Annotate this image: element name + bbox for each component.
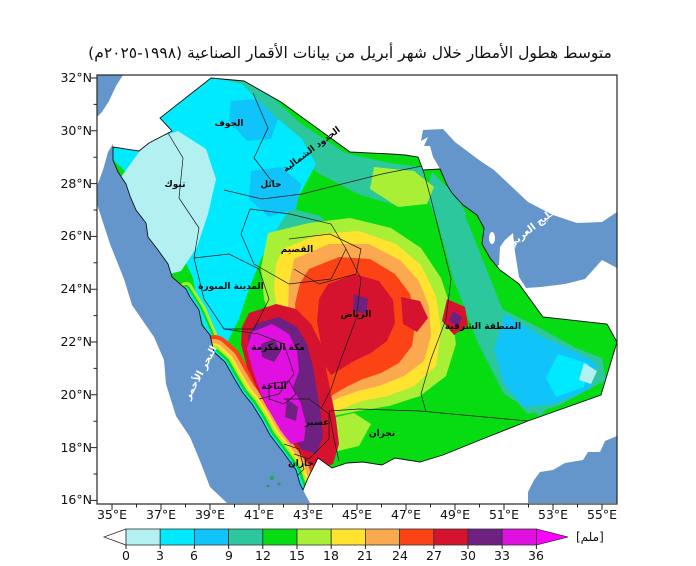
zone-purple-core-2: [285, 399, 298, 421]
colorbar-tick-label: 30: [460, 548, 476, 563]
y-tick-label: 30°N: [60, 123, 92, 138]
region-label-asir: عسير: [304, 418, 330, 428]
region-label-tabuk: تبوك: [164, 180, 186, 190]
colorbar-tick-label: 18: [323, 548, 339, 563]
region-label-madinah: المدينة المنورة: [198, 282, 264, 292]
colorbar-tick-label: 0: [122, 548, 130, 563]
zone-purple-speck-1: [353, 294, 368, 314]
x-tick-label: 41°E: [243, 507, 275, 522]
y-tick-label: 22°N: [60, 334, 92, 349]
colorbar-tick-label: 3: [156, 548, 164, 563]
x-tick-label: 47°E: [390, 507, 422, 522]
ocean-layer: [97, 75, 617, 503]
farasan-islands: [266, 476, 281, 488]
colorbar-seg: [193, 528, 229, 546]
colorbar-over-arrow: [536, 528, 569, 546]
colorbar-seg: [296, 528, 332, 546]
region-label-eastern: المنطقة الشرقية: [444, 322, 522, 332]
region-label-hail: حائل: [260, 180, 282, 190]
x-tick-label: 53°E: [537, 507, 569, 522]
y-tick-label: 26°N: [60, 228, 92, 243]
zone-cyan2-hail: [249, 167, 301, 217]
zone-pale-corner: [579, 363, 597, 384]
colorbar-tick-label: 36: [528, 548, 544, 563]
zone-yg-northeast: [370, 167, 434, 207]
colorbar-seg: [364, 528, 400, 546]
colorbar-ticks: [125, 545, 537, 549]
x-tick-label: 35°E: [96, 507, 128, 522]
zone-cyan2-jouf: [229, 99, 278, 141]
colorbar-tick-label: 12: [255, 548, 271, 563]
colorbar-seg: [262, 528, 298, 546]
mediterranean-sea: [97, 75, 123, 117]
region-label-qassim: القصيم: [280, 245, 314, 255]
x-tick-label: 51°E: [488, 507, 520, 522]
colorbar-tick-label: 21: [357, 548, 373, 563]
zone-purple-core-1: [261, 339, 281, 362]
y-tick-label: 20°N: [60, 387, 92, 402]
colorbar-tick-label: 15: [289, 548, 305, 563]
region-label-jazan: جازان: [288, 459, 314, 469]
colorbar-seg: [399, 528, 435, 546]
plot-border: [96, 74, 618, 505]
province-boundaries: [164, 92, 529, 480]
colorbar-tick-label: 33: [494, 548, 510, 563]
persian-gulf: [421, 129, 617, 288]
region-label-jouf: الجوف: [214, 119, 244, 129]
figure-title: متوسط هطول الأمطار خلال شهر أبريل من بيا…: [88, 44, 612, 62]
colorbar: [102, 528, 569, 549]
zone-red-riyadh: [317, 274, 395, 375]
region-label-baha: الباحة: [261, 382, 287, 392]
colorbar-seg: [501, 528, 537, 546]
y-tick-label: 24°N: [60, 281, 92, 296]
colorbar-seg: [228, 528, 264, 546]
y-tick-label: 32°N: [60, 70, 92, 85]
colorbar-seg: [433, 528, 469, 546]
colorbar-seg: [159, 528, 195, 546]
x-tick-label: 49°E: [439, 507, 471, 522]
x-tick-label: 43°E: [292, 507, 324, 522]
colorbar-tick-label: 24: [392, 548, 408, 563]
zone-red-spot-1: [401, 297, 428, 332]
axis-ticks: [91, 77, 603, 510]
y-tick-label: 16°N: [60, 492, 92, 507]
x-tick-label: 39°E: [194, 507, 226, 522]
arabian-sea: [528, 436, 617, 503]
region-label-najran: نجران: [368, 429, 396, 439]
colorbar-tick-label: 6: [190, 548, 198, 563]
region-label-riyadh: الرياض: [340, 310, 372, 320]
x-tick-label: 37°E: [145, 507, 177, 522]
y-tick-label: 28°N: [60, 176, 92, 191]
colorbar-seg: [467, 528, 503, 546]
x-tick-label: 55°E: [586, 507, 618, 522]
x-tick-label: 45°E: [341, 507, 373, 522]
colorbar-tick-label: 9: [225, 548, 233, 563]
colorbar-seg: [330, 528, 366, 546]
colorbar-under-arrow: [102, 528, 127, 546]
zone-teal-east: [426, 172, 562, 416]
y-tick-label: 18°N: [60, 440, 92, 455]
zone-purple-speck-2: [449, 311, 462, 327]
colorbar-unit-label: [ملم]: [576, 530, 604, 544]
region-label-makkah: مكة المكرمة: [251, 343, 305, 353]
country-outline: [112, 77, 618, 492]
colorbar-seg: [125, 528, 161, 546]
bahrain-island: [489, 232, 495, 244]
colorbar-tick-label: 27: [426, 548, 442, 563]
zone-cyan-corner: [546, 354, 589, 397]
red-sea: [97, 144, 310, 503]
